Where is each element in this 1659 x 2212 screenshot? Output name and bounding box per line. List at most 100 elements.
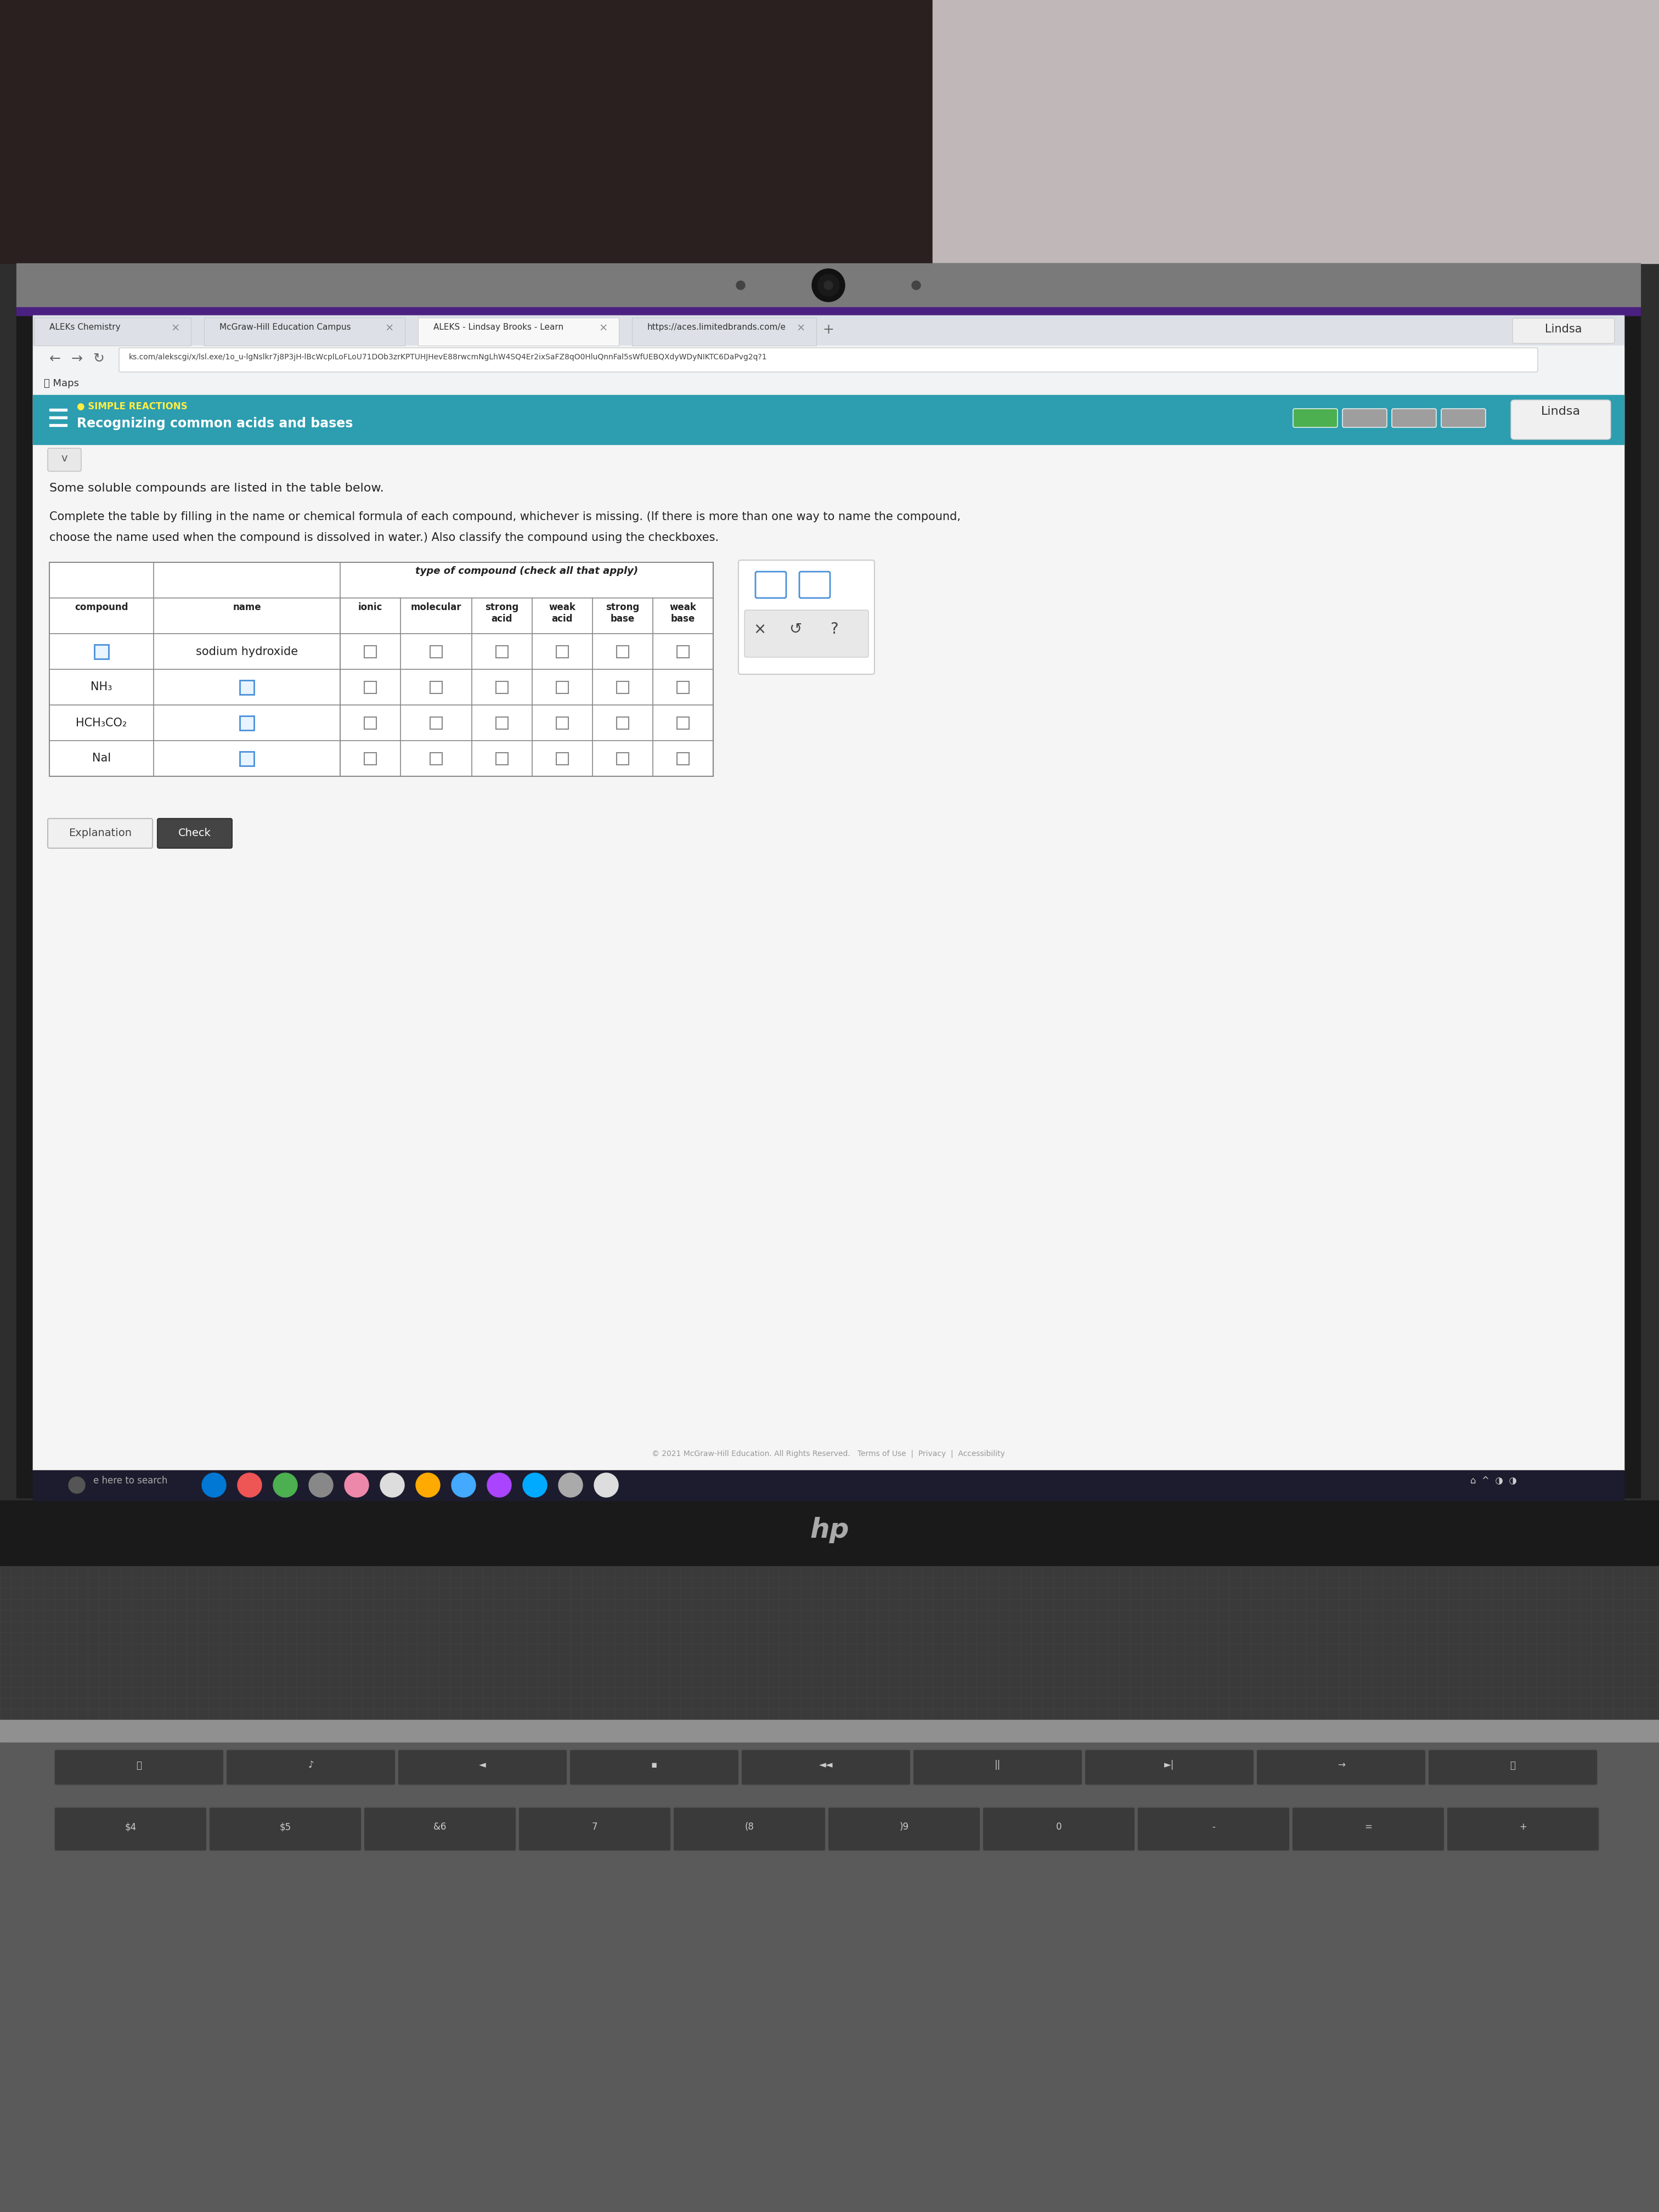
Text: name: name <box>232 602 260 613</box>
Bar <box>677 752 688 765</box>
Text: ⬛: ⬛ <box>136 1761 141 1770</box>
Bar <box>17 263 1641 1498</box>
Circle shape <box>912 281 921 290</box>
Bar <box>365 646 377 657</box>
Bar <box>617 752 629 765</box>
Circle shape <box>523 1473 547 1498</box>
Text: )9: )9 <box>899 1823 909 1832</box>
Text: type of compound (check all that apply): type of compound (check all that apply) <box>415 566 639 575</box>
FancyBboxPatch shape <box>738 560 874 675</box>
Text: ionic: ionic <box>358 602 383 613</box>
Text: ALEKS - Lindsay Brooks - Learn: ALEKS - Lindsay Brooks - Learn <box>433 323 564 332</box>
Text: -: - <box>1213 1823 1214 1832</box>
Text: +: + <box>1520 1823 1526 1832</box>
FancyBboxPatch shape <box>158 818 232 847</box>
FancyBboxPatch shape <box>745 611 868 657</box>
FancyBboxPatch shape <box>48 818 153 847</box>
Text: Check: Check <box>178 827 211 838</box>
FancyBboxPatch shape <box>363 1807 516 1851</box>
Bar <box>496 681 508 692</box>
Text: Some soluble compounds are listed in the table below.: Some soluble compounds are listed in the… <box>50 482 383 493</box>
Bar <box>365 681 377 692</box>
Bar <box>677 646 688 657</box>
Text: e here to search: e here to search <box>93 1475 168 1486</box>
FancyBboxPatch shape <box>1511 400 1611 440</box>
Bar <box>241 717 254 730</box>
Text: © 2021 McGraw-Hill Education. All Rights Reserved.   Terms of Use  |  Privacy  |: © 2021 McGraw-Hill Education. All Rights… <box>652 1449 1005 1458</box>
Text: ?: ? <box>830 622 838 637</box>
FancyBboxPatch shape <box>1256 1750 1425 1785</box>
Text: ● SIMPLE REACTIONS: ● SIMPLE REACTIONS <box>76 403 187 411</box>
Bar <box>430 646 443 657</box>
Text: weak
acid: weak acid <box>549 602 576 624</box>
Circle shape <box>559 1473 582 1498</box>
Circle shape <box>811 270 844 301</box>
Circle shape <box>345 1473 368 1498</box>
Bar <box>50 562 713 776</box>
Bar <box>496 646 508 657</box>
Text: strong
base: strong base <box>606 602 639 624</box>
Bar <box>496 752 508 765</box>
Circle shape <box>416 1473 440 1498</box>
Bar <box>418 319 619 345</box>
Bar <box>0 1500 1659 1566</box>
FancyBboxPatch shape <box>1513 319 1614 343</box>
Circle shape <box>237 1473 262 1498</box>
Text: McGraw-Hill Education Campus: McGraw-Hill Education Campus <box>219 323 352 332</box>
Bar <box>0 0 1659 263</box>
Text: 🗺 Maps: 🗺 Maps <box>43 378 80 389</box>
FancyBboxPatch shape <box>55 1807 207 1851</box>
Text: 0: 0 <box>1055 1823 1062 1832</box>
Circle shape <box>309 1473 333 1498</box>
Text: (8: (8 <box>745 1823 755 1832</box>
Text: ⌂  ^  ◑  ◑: ⌂ ^ ◑ ◑ <box>1470 1475 1516 1486</box>
Text: weak
base: weak base <box>670 602 697 624</box>
Bar <box>556 646 569 657</box>
Text: $5: $5 <box>279 1823 290 1832</box>
Text: ▪: ▪ <box>650 1761 657 1770</box>
FancyBboxPatch shape <box>55 1750 224 1785</box>
Text: ||: || <box>994 1761 1000 1770</box>
Bar <box>365 752 377 765</box>
Circle shape <box>594 1473 619 1498</box>
Text: ♪: ♪ <box>309 1761 314 1770</box>
Bar <box>556 681 569 692</box>
Text: NaI: NaI <box>93 752 111 763</box>
FancyBboxPatch shape <box>1138 1807 1289 1851</box>
Bar <box>365 717 377 728</box>
Bar <box>33 316 1624 345</box>
Text: strong
acid: strong acid <box>484 602 519 624</box>
Bar <box>33 396 1624 445</box>
Circle shape <box>380 1473 405 1498</box>
Text: sodium hydroxide: sodium hydroxide <box>196 646 299 657</box>
FancyBboxPatch shape <box>674 1807 826 1851</box>
FancyBboxPatch shape <box>912 1750 1082 1785</box>
FancyBboxPatch shape <box>398 1750 567 1785</box>
Bar <box>33 374 1624 396</box>
Bar <box>204 319 405 345</box>
Text: choose the name used when the compound is dissolved in water.) Also classify the: choose the name used when the compound i… <box>50 533 718 544</box>
Text: $4: $4 <box>124 1823 136 1832</box>
Text: compound: compound <box>75 602 128 613</box>
Bar <box>556 752 569 765</box>
Text: NH₃: NH₃ <box>91 681 113 692</box>
Text: ►|: ►| <box>1165 1761 1175 1770</box>
Bar <box>17 307 1641 316</box>
Text: ×: × <box>385 323 393 334</box>
Text: →: → <box>1337 1761 1345 1770</box>
Circle shape <box>818 274 839 296</box>
Text: v: v <box>61 453 68 465</box>
Bar <box>17 263 1641 307</box>
FancyBboxPatch shape <box>1442 409 1486 427</box>
Bar <box>556 717 569 728</box>
Text: 7: 7 <box>592 1823 597 1832</box>
Bar <box>617 717 629 728</box>
FancyBboxPatch shape <box>209 1807 362 1851</box>
Bar <box>33 396 1624 1471</box>
Circle shape <box>830 281 838 290</box>
Circle shape <box>488 1473 511 1498</box>
Text: &6: &6 <box>433 1823 446 1832</box>
Text: ◄◄: ◄◄ <box>820 1761 833 1770</box>
FancyBboxPatch shape <box>569 1750 738 1785</box>
Bar <box>95 644 108 659</box>
